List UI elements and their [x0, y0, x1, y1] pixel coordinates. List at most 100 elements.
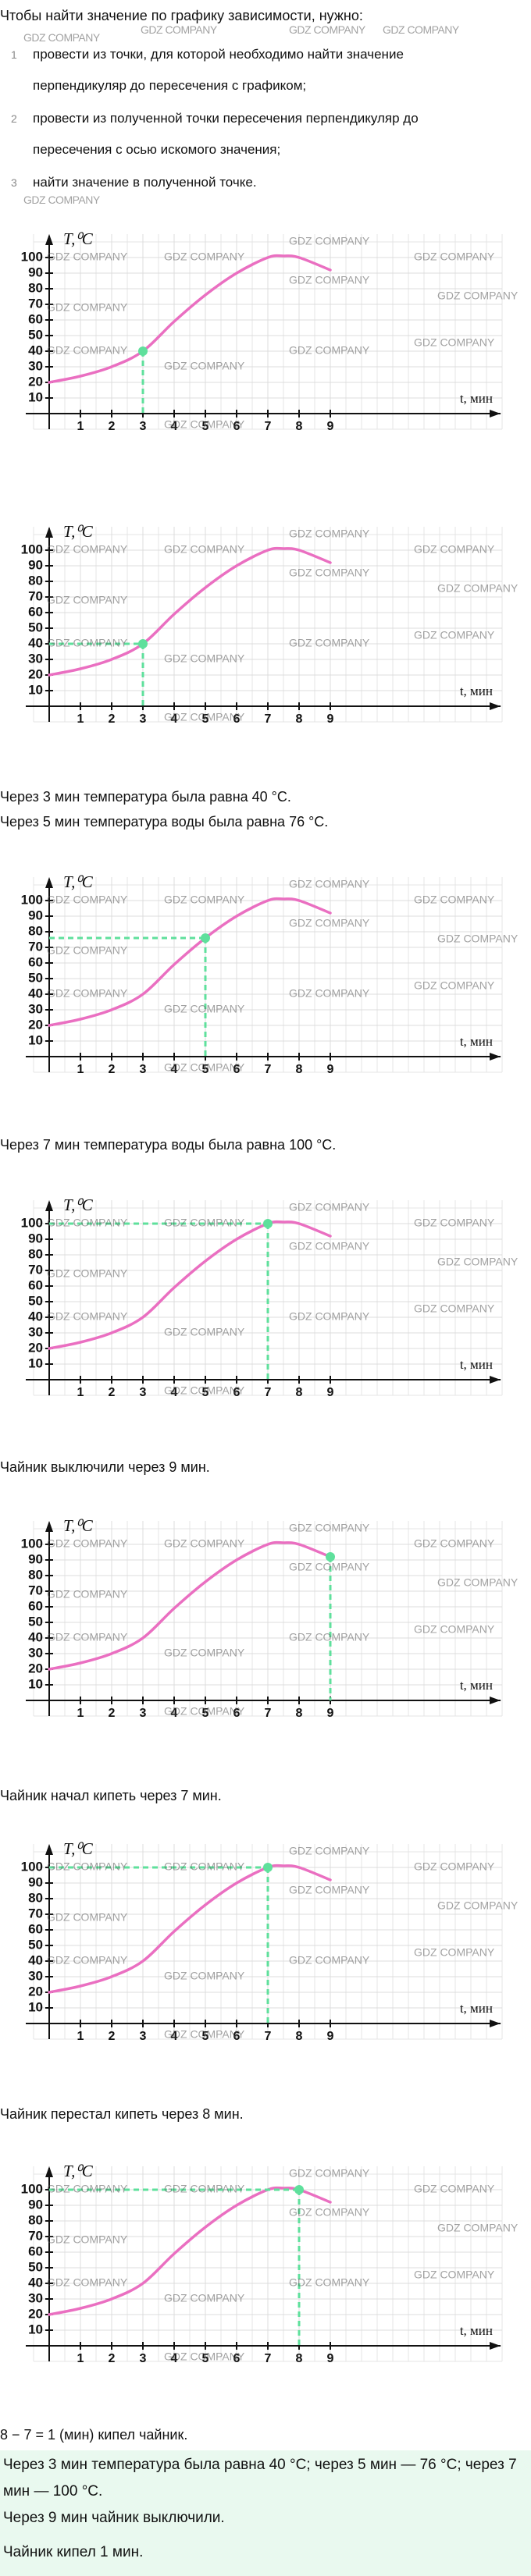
watermark: GDZ COMPANY [47, 944, 128, 957]
x-tick-label: 5 [202, 2352, 209, 2365]
watermark: GDZ COMPANY [414, 629, 495, 641]
step-text: найти значение в полученной точке. [33, 175, 257, 190]
y-tick-label: 30 [28, 1645, 43, 1660]
x-tick-label: 8 [296, 1386, 303, 1399]
x-tick-label: 6 [233, 2030, 241, 2043]
marker-point [201, 933, 210, 943]
watermark: GDZ COMPANY [47, 2233, 128, 2246]
y-tick-label: 40 [28, 1309, 43, 1324]
watermark: GDZ COMPANY [414, 336, 495, 349]
y-tick-label: 20 [28, 666, 43, 681]
marker-point [263, 1219, 273, 1228]
watermark: GDZ COMPANY [47, 1911, 128, 1924]
y-tick-label: 40 [28, 2275, 43, 2290]
intro: Чтобы найти значение по графику зависимо… [0, 8, 363, 23]
y-tick-label: 60 [28, 1277, 43, 1292]
y-tick-label: 30 [28, 1968, 43, 1983]
x-axis-label: t, мин [460, 1678, 493, 1693]
x-tick-label: 9 [327, 1386, 334, 1399]
watermark: GDZ COMPANY [47, 2183, 128, 2195]
x-tick-label: 1 [77, 2352, 84, 2365]
x-tick-label: 1 [77, 1707, 84, 1720]
x-tick-label: 9 [327, 712, 334, 726]
y-axis-label: T,⁰C [63, 872, 94, 891]
y-tick-label: 30 [28, 2290, 43, 2305]
note: 8 − 7 = 1 (мин) кипел чайник. [0, 2427, 188, 2443]
x-tick-label: 4 [171, 1707, 178, 1720]
x-axis-label: t, мин [460, 1357, 493, 1372]
y-tick-label: 70 [28, 296, 43, 311]
x-tick-label: 4 [171, 712, 178, 726]
watermark: GDZ COMPANY [164, 1326, 245, 1338]
step-number: 2 [11, 112, 17, 125]
y-tick-label: 40 [28, 635, 43, 650]
watermark: GDZ COMPANY [141, 23, 217, 36]
watermark: GDZ COMPANY [437, 290, 519, 302]
x-tick-label: 5 [202, 1707, 209, 1720]
watermark: GDZ COMPANY [289, 528, 370, 540]
x-tick-label: 3 [140, 1386, 147, 1399]
watermark: GDZ COMPANY [289, 274, 370, 286]
watermark: GDZ COMPANY [289, 1954, 370, 1967]
watermark: GDZ COMPANY [414, 1623, 495, 1636]
watermark: GDZ COMPANY [164, 1970, 245, 1982]
watermark: GDZ COMPANY [47, 894, 128, 906]
watermark: GDZ COMPANY [289, 987, 370, 1000]
y-tick-label: 60 [28, 2244, 43, 2258]
note: Через 5 мин температура воды была равна … [0, 814, 329, 830]
note: Чайник выключили через 9 мин. [0, 1459, 210, 1475]
watermark: GDZ COMPANY [164, 652, 245, 665]
watermark: GDZ COMPANY [437, 582, 519, 595]
y-tick-label: 50 [28, 327, 43, 342]
watermark: GDZ COMPANY [414, 543, 495, 556]
x-tick-label: 8 [296, 712, 303, 726]
y-tick-label: 80 [28, 923, 43, 938]
watermark: GDZ COMPANY [47, 594, 128, 606]
watermark: GDZ COMPANY [47, 1310, 128, 1323]
y-tick-label: 60 [28, 604, 43, 619]
watermark: GDZ COMPANY [289, 2276, 370, 2289]
y-tick-label: 20 [28, 374, 43, 389]
watermark: GDZ COMPANY [47, 987, 128, 1000]
x-axis-arrow [490, 702, 501, 710]
x-tick-label: 4 [171, 420, 178, 433]
y-axis-arrow [45, 234, 53, 245]
y-tick-label: 40 [28, 986, 43, 1000]
answer-box: Через 3 мин температура была равна 40 °C… [0, 2450, 531, 2576]
step: 1 провести из точки, для которой необходи… [0, 39, 531, 101]
y-tick-label: 10 [28, 1356, 43, 1370]
watermark: GDZ COMPANY [289, 917, 370, 929]
y-tick-label: 50 [28, 1614, 43, 1629]
watermark: GDZ COMPANY [47, 1537, 128, 1550]
y-tick-label: 100 [21, 892, 43, 907]
y-tick-label: 30 [28, 651, 43, 666]
marker-point [138, 346, 148, 356]
y-tick-label: 50 [28, 620, 43, 634]
y-tick-label: 70 [28, 939, 43, 954]
watermark: GDZ COMPANY [414, 1860, 495, 1873]
y-axis-arrow [45, 527, 53, 538]
watermark: GDZ COMPANY [47, 2276, 128, 2289]
x-tick-label: 2 [109, 420, 116, 433]
y-tick-label: 10 [28, 389, 43, 404]
y-tick-label: 70 [28, 588, 43, 603]
x-tick-label: 2 [109, 1386, 116, 1399]
x-tick-label: 8 [296, 1063, 303, 1076]
watermark: GDZ COMPANY [414, 1302, 495, 1315]
curve [48, 1864, 332, 1994]
watermark: GDZ COMPANY [414, 1946, 495, 1959]
step-number: 1 [11, 48, 17, 61]
y-tick-label: 80 [28, 280, 43, 295]
marker-point [294, 2185, 304, 2194]
y-tick-label: 20 [28, 1661, 43, 1675]
note: Чайник начал кипеть через 7 мин. [0, 1788, 222, 1803]
x-tick-label: 7 [265, 1386, 272, 1399]
y-tick-label: 40 [28, 343, 43, 357]
watermark: GDZ COMPANY [164, 1384, 245, 1397]
watermark: GDZ COMPANY [383, 23, 459, 36]
watermark: GDZ COMPANY [164, 250, 245, 263]
x-tick-label: 3 [140, 1063, 147, 1076]
watermark: GDZ COMPANY [289, 23, 365, 36]
